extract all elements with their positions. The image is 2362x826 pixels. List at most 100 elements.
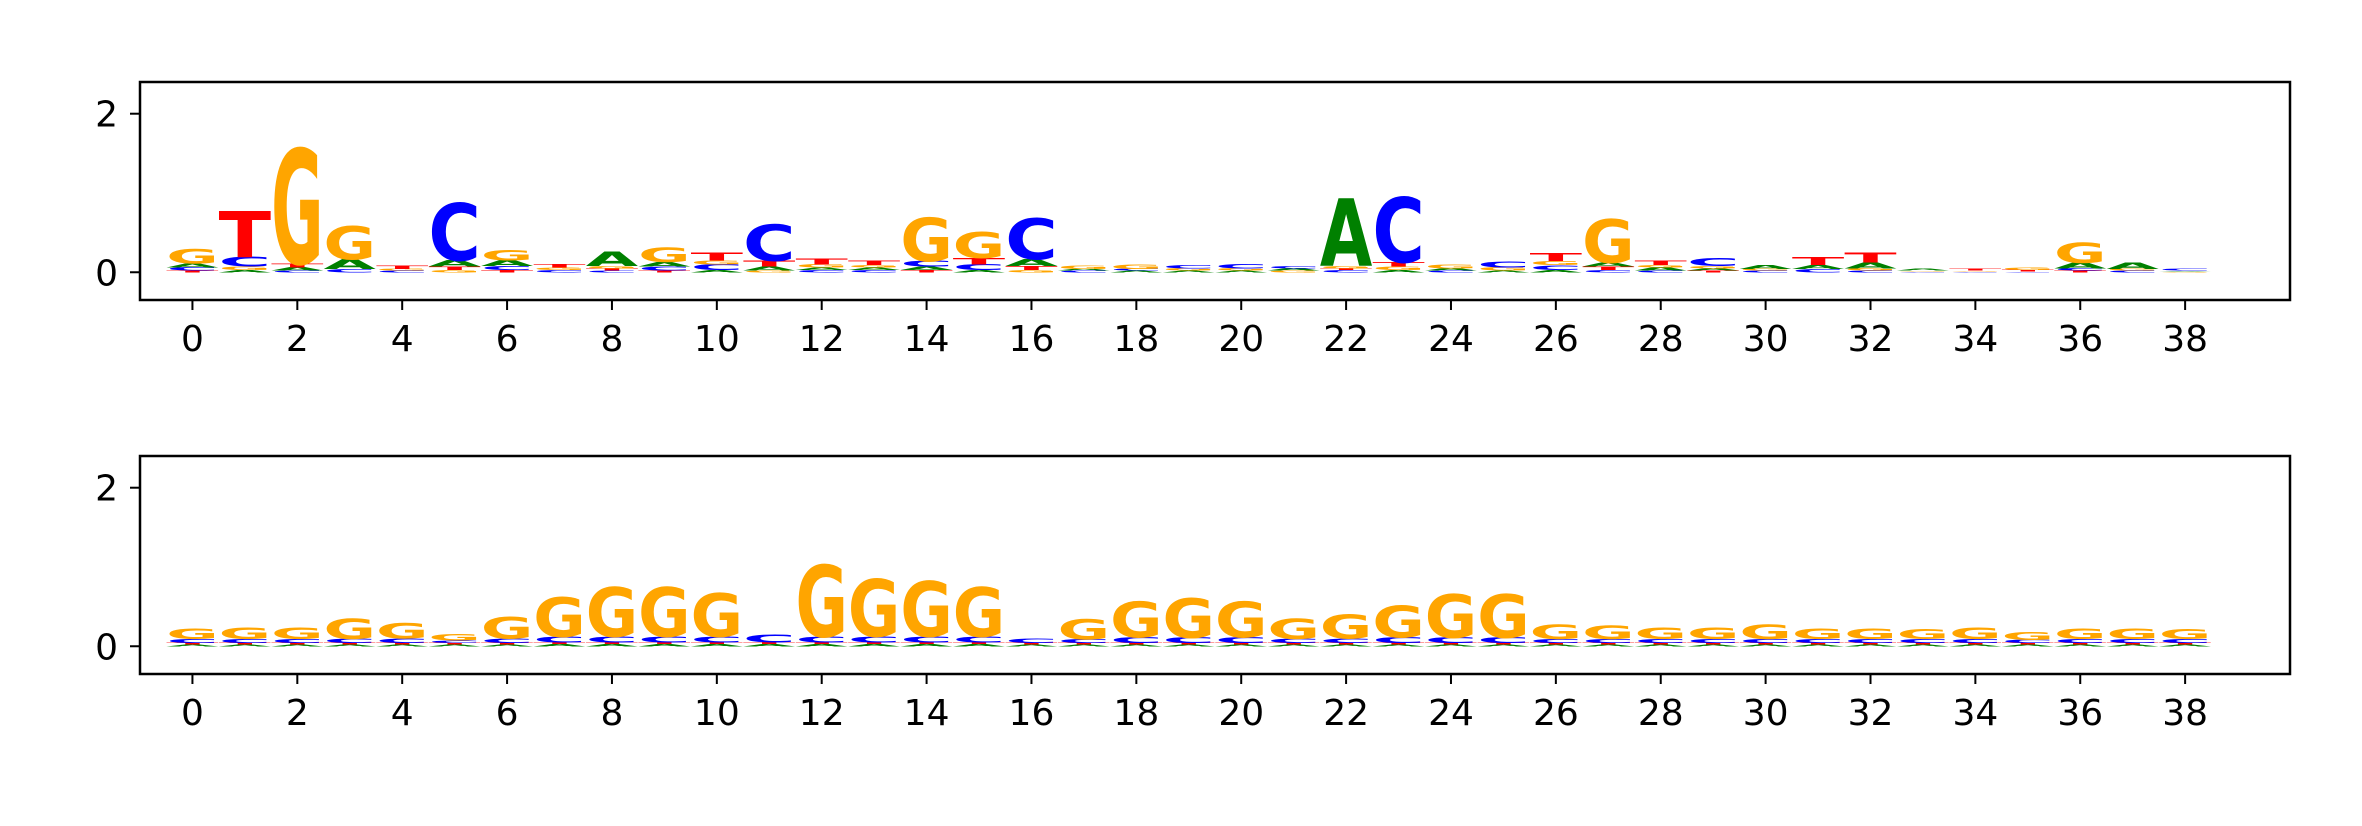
logo-letter-c: C xyxy=(1215,636,1267,645)
logo-letter-t: T xyxy=(1005,643,1057,646)
logo-letter-t: T xyxy=(1058,643,1110,646)
x-tick-label: 38 xyxy=(2162,693,2208,734)
logo-letter-g: G xyxy=(1058,265,1110,270)
logo-letter-g: G xyxy=(1844,626,1896,642)
logo-letter-t: T xyxy=(1582,266,1634,271)
axes-frame xyxy=(138,454,2292,676)
logo-letter-c: C xyxy=(1739,270,1791,273)
logo-letter-c: C xyxy=(1005,637,1057,645)
logo-letter-a: A xyxy=(2054,644,2106,646)
logo-letter-a: A xyxy=(795,643,847,647)
logo-letter-t: T xyxy=(900,642,952,645)
logo-letter-a: A xyxy=(324,257,377,272)
logo-letter-c: C xyxy=(900,635,952,644)
logo-letter-c: C xyxy=(691,263,743,272)
logo-letter-t: T xyxy=(900,269,952,273)
logo-letter-c: C xyxy=(428,640,480,644)
x-tick-label: 38 xyxy=(2162,319,2208,360)
logo-letter-a: A xyxy=(1005,257,1058,268)
logo-letter-c: C xyxy=(1897,638,1949,644)
logo-letter-t: T xyxy=(586,268,638,272)
logo-letter-t: T xyxy=(1372,643,1424,646)
logo-letter-a: A xyxy=(1110,644,1162,646)
logo-letter-a: A xyxy=(1058,644,1110,646)
logo-letter-g: G xyxy=(1372,266,1424,271)
logo-letter-t: T xyxy=(1844,643,1896,646)
logo-letter-a: A xyxy=(1687,268,1739,272)
logo-letter-g: G xyxy=(900,206,952,276)
logo-letter-t: T xyxy=(2159,643,2211,646)
x-tick-label: 14 xyxy=(904,319,950,360)
logo-letter-g: G xyxy=(1372,597,1424,648)
logo-letter-c: C xyxy=(1372,180,1424,284)
x-tick-label: 6 xyxy=(496,319,519,360)
logo-letter-g: G xyxy=(1425,263,1477,269)
logo-letter-a: A xyxy=(271,267,323,272)
logo-letter-g: G xyxy=(219,624,271,643)
logo-letter-g: G xyxy=(481,247,533,263)
logo-letter-c: C xyxy=(219,638,271,644)
logo-letter-g: G xyxy=(1320,265,1372,269)
logo-column: ACG xyxy=(1110,263,1162,273)
logo-letter-a: A xyxy=(900,266,952,271)
logo-letter-c: C xyxy=(691,635,743,644)
logo-letter-g: G xyxy=(376,269,428,272)
x-tick-label: 8 xyxy=(600,319,623,360)
logo-column: AGC xyxy=(1477,260,1529,272)
logo-column: CGT xyxy=(1949,269,2001,273)
logo-letter-g: G xyxy=(953,575,1005,653)
logo-letter-a: A xyxy=(1477,644,1529,646)
logo-letter-t: T xyxy=(848,259,900,267)
logo-letter-t: T xyxy=(795,642,847,645)
logo-letter-a: A xyxy=(166,263,218,269)
logo-letter-g: G xyxy=(1163,268,1215,272)
x-tick-label: 10 xyxy=(694,693,740,734)
logo-letter-t: T xyxy=(953,256,1006,266)
logo-column: CGA xyxy=(2106,261,2159,273)
logo-letter-g: G xyxy=(166,626,218,642)
logo-letter-c: C xyxy=(743,633,795,646)
logo-letter-t: T xyxy=(428,643,480,646)
logo-letter-a: A xyxy=(1267,268,1319,272)
logo-letter-a: A xyxy=(1582,644,1634,646)
x-tick-label: 32 xyxy=(1848,693,1894,734)
logo-letter-t: T xyxy=(1530,251,1583,264)
logo-letter-g: G xyxy=(1582,208,1634,278)
logo-letter-g: G xyxy=(1949,624,2001,643)
x-tick-label: 24 xyxy=(1428,319,1474,360)
logo-column: CTG xyxy=(2002,267,2054,273)
logo-letter-t: T xyxy=(1005,265,1057,271)
logo-letter-t: T xyxy=(1372,261,1424,269)
logo-letter-t: T xyxy=(324,643,376,646)
logo-column: AGC xyxy=(1215,262,1267,273)
logo-letter-t: T xyxy=(1582,643,1634,646)
logo-letter-t: T xyxy=(219,199,272,272)
logo-letter-g: G xyxy=(2054,237,2106,269)
logo-letter-t: T xyxy=(376,265,428,270)
logo-letter-a: A xyxy=(1110,270,1162,272)
logo-letter-c: C xyxy=(1477,636,1529,645)
